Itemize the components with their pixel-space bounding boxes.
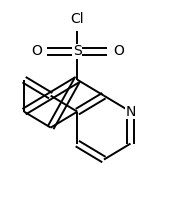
Text: N: N bbox=[125, 105, 136, 119]
Text: O: O bbox=[31, 44, 42, 58]
Text: Cl: Cl bbox=[70, 13, 84, 26]
Text: O: O bbox=[113, 44, 124, 58]
Text: S: S bbox=[73, 44, 82, 58]
